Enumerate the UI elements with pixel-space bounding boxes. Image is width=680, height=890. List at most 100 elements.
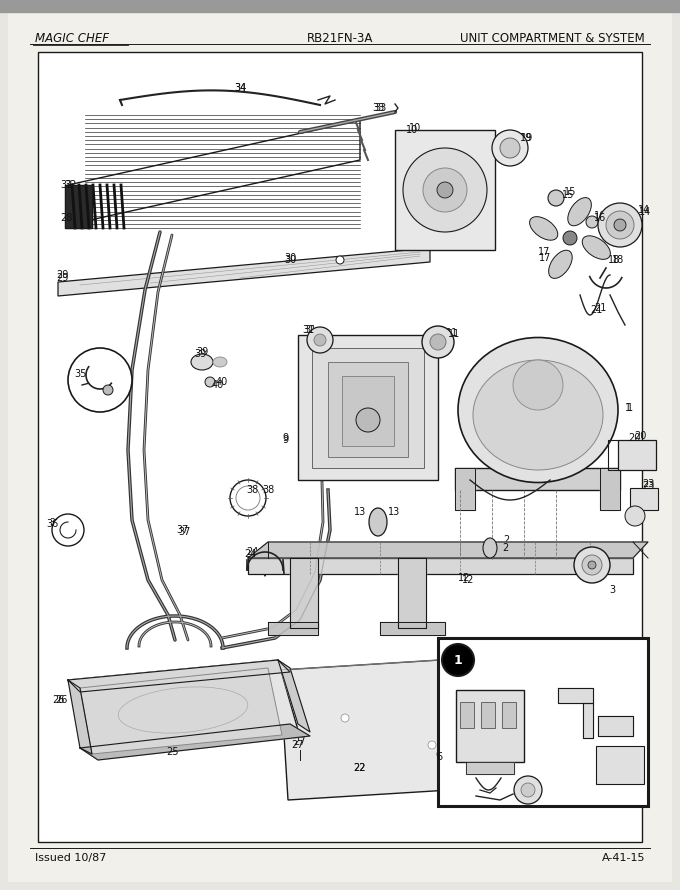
Circle shape xyxy=(625,506,645,526)
Circle shape xyxy=(437,182,453,198)
Text: 1: 1 xyxy=(627,403,633,413)
Circle shape xyxy=(68,348,132,412)
Polygon shape xyxy=(248,542,648,558)
Text: 37: 37 xyxy=(176,525,188,535)
Text: 17: 17 xyxy=(539,253,551,263)
Text: 22: 22 xyxy=(354,763,367,773)
Ellipse shape xyxy=(473,360,603,470)
Text: 28: 28 xyxy=(64,213,76,223)
Text: 12: 12 xyxy=(458,573,470,583)
Bar xyxy=(455,468,620,490)
Polygon shape xyxy=(380,622,445,635)
Text: 21: 21 xyxy=(590,305,602,315)
Circle shape xyxy=(336,256,344,264)
Text: 25: 25 xyxy=(166,747,178,757)
Bar xyxy=(618,440,656,470)
Text: 30: 30 xyxy=(284,253,296,263)
Bar xyxy=(630,488,658,510)
Text: 13: 13 xyxy=(354,507,366,517)
Circle shape xyxy=(307,327,333,353)
Text: 36: 36 xyxy=(46,519,58,529)
Text: 25: 25 xyxy=(169,743,182,753)
Polygon shape xyxy=(58,248,430,296)
Bar xyxy=(298,335,438,480)
Circle shape xyxy=(423,168,467,212)
Text: 5: 5 xyxy=(493,799,499,809)
Text: 7: 7 xyxy=(605,679,611,689)
Polygon shape xyxy=(466,762,514,774)
Text: 35: 35 xyxy=(74,368,86,376)
Circle shape xyxy=(341,714,349,722)
Text: 3: 3 xyxy=(611,563,617,573)
Bar xyxy=(460,702,474,728)
Text: 2: 2 xyxy=(502,543,508,553)
Circle shape xyxy=(586,216,598,228)
Text: RB21FN-3A: RB21FN-3A xyxy=(307,31,373,44)
Text: 18: 18 xyxy=(608,255,620,265)
Text: 9: 9 xyxy=(282,435,288,445)
Text: 27: 27 xyxy=(294,737,306,747)
Text: 31: 31 xyxy=(302,325,314,335)
Text: 38: 38 xyxy=(246,485,258,495)
Text: 19: 19 xyxy=(520,133,532,143)
Bar xyxy=(438,638,648,806)
Circle shape xyxy=(614,219,626,231)
Text: 22: 22 xyxy=(354,763,367,773)
Polygon shape xyxy=(598,716,633,736)
Text: 37: 37 xyxy=(177,527,190,537)
Text: 13: 13 xyxy=(388,507,400,517)
Circle shape xyxy=(500,138,520,158)
Text: 6: 6 xyxy=(435,750,441,760)
Text: 38: 38 xyxy=(262,485,274,495)
Bar xyxy=(342,376,394,446)
Text: 2: 2 xyxy=(503,535,509,545)
Circle shape xyxy=(548,190,564,206)
Text: 34: 34 xyxy=(234,83,246,93)
Text: 32: 32 xyxy=(60,180,72,190)
Text: 9: 9 xyxy=(282,433,288,443)
Circle shape xyxy=(422,326,454,358)
Text: 40: 40 xyxy=(216,377,228,387)
Text: 26: 26 xyxy=(55,695,67,705)
Bar xyxy=(502,702,516,728)
Ellipse shape xyxy=(582,236,611,259)
Text: 8: 8 xyxy=(615,703,621,713)
Bar xyxy=(596,746,644,784)
Text: 19: 19 xyxy=(521,133,533,143)
Text: A-41-15: A-41-15 xyxy=(602,853,645,863)
Bar xyxy=(395,130,495,250)
Text: 6: 6 xyxy=(436,752,442,762)
Text: 40: 40 xyxy=(212,380,224,390)
Ellipse shape xyxy=(530,216,558,240)
Text: 10: 10 xyxy=(409,123,421,133)
Polygon shape xyxy=(455,468,475,510)
Text: 16: 16 xyxy=(594,213,606,223)
Circle shape xyxy=(606,211,634,239)
Text: 21: 21 xyxy=(594,303,606,313)
Polygon shape xyxy=(600,468,620,510)
Ellipse shape xyxy=(549,250,572,279)
Text: 33: 33 xyxy=(372,103,384,113)
Text: 23: 23 xyxy=(642,481,654,491)
Ellipse shape xyxy=(568,198,592,226)
Text: 18: 18 xyxy=(612,255,624,265)
Text: 12: 12 xyxy=(462,575,474,585)
Polygon shape xyxy=(80,668,282,754)
Bar xyxy=(456,690,524,762)
Text: MAGIC CHEF: MAGIC CHEF xyxy=(35,31,109,44)
Polygon shape xyxy=(290,558,318,628)
Ellipse shape xyxy=(369,508,387,536)
Text: 6: 6 xyxy=(547,781,553,791)
Text: 1: 1 xyxy=(625,403,631,413)
Text: 11: 11 xyxy=(448,329,460,339)
Text: 29: 29 xyxy=(56,273,68,283)
Text: UNIT COMPARTMENT & SYSTEM: UNIT COMPARTMENT & SYSTEM xyxy=(460,31,645,44)
Circle shape xyxy=(514,776,542,804)
Text: 34: 34 xyxy=(234,83,246,93)
Bar xyxy=(38,52,642,842)
Ellipse shape xyxy=(213,357,227,367)
Circle shape xyxy=(513,360,563,410)
Polygon shape xyxy=(280,660,450,800)
Circle shape xyxy=(430,334,446,350)
Text: 30: 30 xyxy=(284,255,296,265)
